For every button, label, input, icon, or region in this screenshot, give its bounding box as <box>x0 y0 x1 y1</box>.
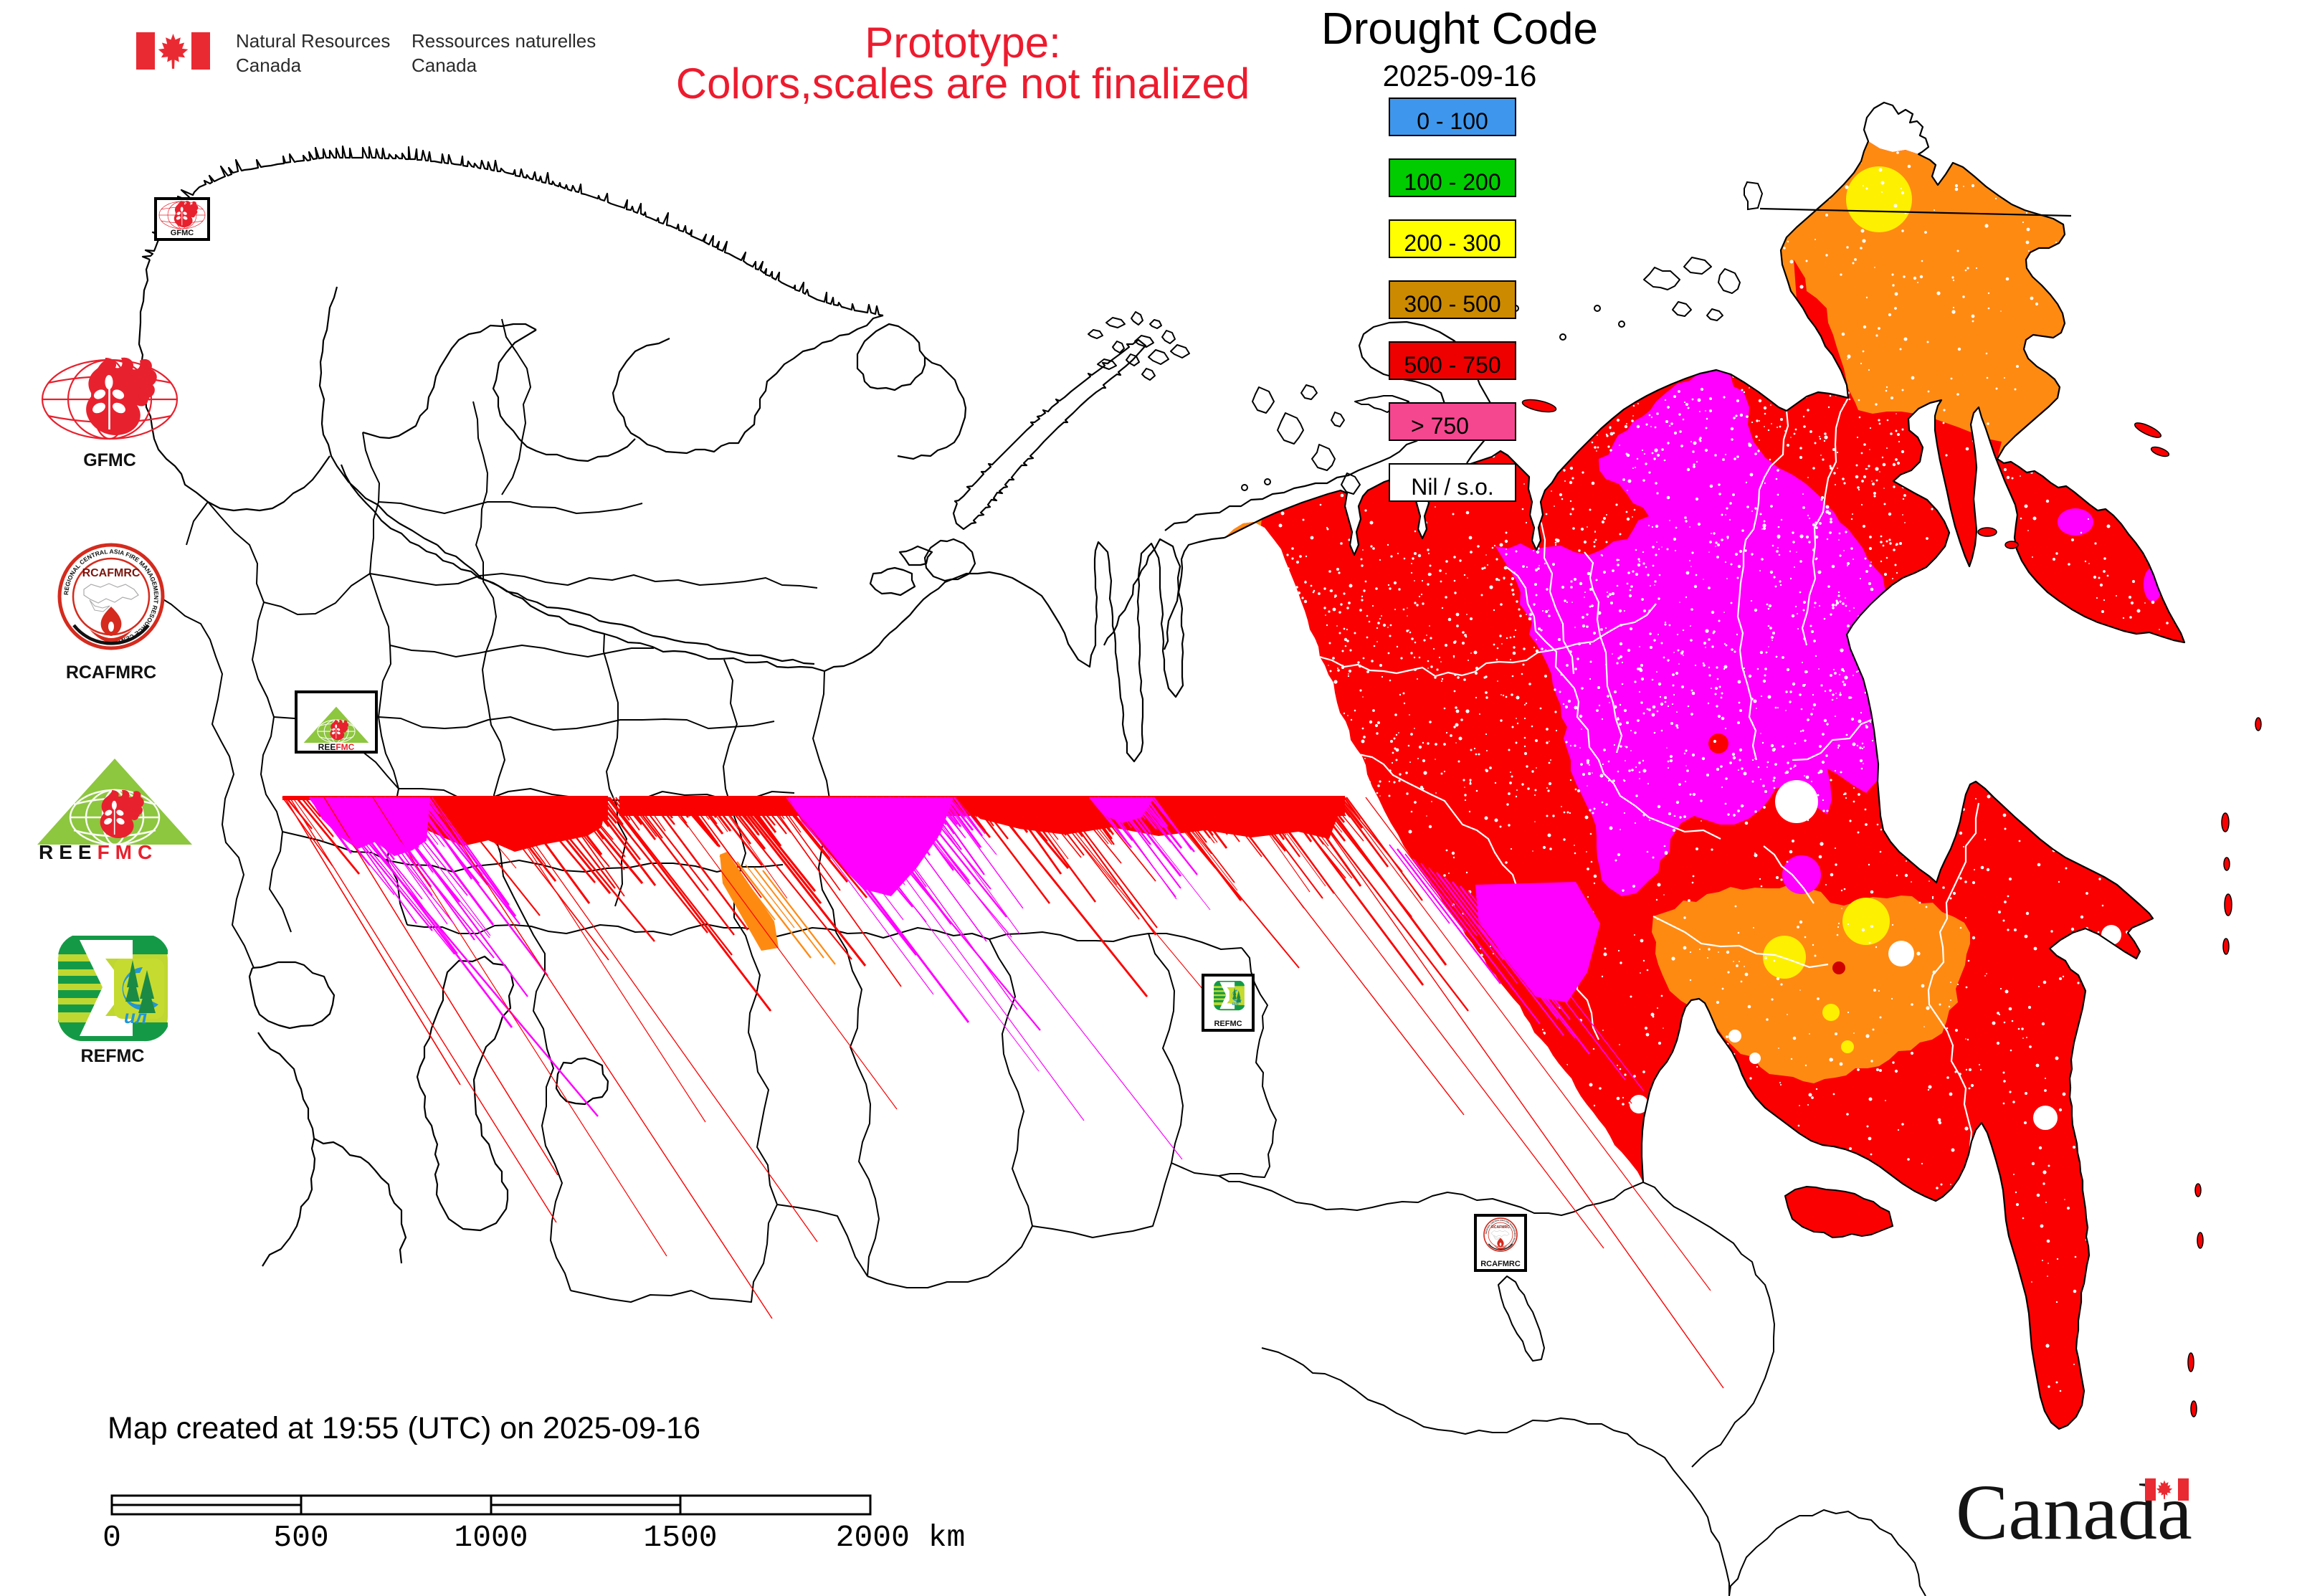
svg-text:Ressources naturelles: Ressources naturelles <box>412 30 596 52</box>
svg-text:Natural Resources: Natural Resources <box>236 30 390 52</box>
svg-text:> 750: > 750 <box>1411 413 1469 439</box>
svg-text:REFMC: REFMC <box>81 1046 145 1066</box>
svg-text:REEFMC: REEFMC <box>318 742 355 752</box>
svg-text:REEFMC: REEFMC <box>39 841 158 863</box>
svg-text:RCAFMRC: RCAFMRC <box>1491 1225 1510 1230</box>
svg-text:500 - 750: 500 - 750 <box>1404 352 1500 378</box>
svg-text:Canada: Canada <box>412 54 477 76</box>
svg-text:Canada: Canada <box>1956 1468 2192 1556</box>
svg-text:Canada: Canada <box>236 54 302 76</box>
svg-text:1500: 1500 <box>643 1520 717 1555</box>
svg-text:100 - 200: 100 - 200 <box>1404 169 1500 195</box>
svg-text:300 - 500: 300 - 500 <box>1404 291 1500 317</box>
svg-text:Map created at 19:55 (UTC) on: Map created at 19:55 (UTC) on 2025-09-16 <box>108 1411 700 1445</box>
svg-text:Drought Code: Drought Code <box>1321 4 1598 54</box>
svg-text:RCAFMRC: RCAFMRC <box>82 567 141 579</box>
svg-text:Colors,scales are not finalize: Colors,scales are not finalized <box>676 60 1250 108</box>
svg-text:GFMC: GFMC <box>171 229 194 237</box>
svg-text:RCAFMRC: RCAFMRC <box>66 662 156 683</box>
svg-text:1000: 1000 <box>454 1520 528 1555</box>
svg-text:0 - 100: 0 - 100 <box>1417 108 1488 134</box>
svg-text:2000 km: 2000 km <box>836 1520 966 1555</box>
svg-text:2025-09-16: 2025-09-16 <box>1383 59 1537 92</box>
svg-text:200 - 300: 200 - 300 <box>1404 230 1500 256</box>
svg-text:0: 0 <box>103 1520 121 1555</box>
svg-text:Prototype:: Prototype: <box>865 19 1061 67</box>
svg-text:RCAFMRC: RCAFMRC <box>1480 1260 1521 1268</box>
svg-text:ил: ил <box>124 1006 147 1027</box>
svg-text:GFMC: GFMC <box>83 450 136 470</box>
svg-text:REFMC: REFMC <box>1214 1020 1242 1028</box>
svg-text:Nil / s.o.: Nil / s.o. <box>1411 474 1494 500</box>
svg-text:ил: ил <box>1232 1000 1239 1007</box>
svg-text:500: 500 <box>273 1520 328 1555</box>
